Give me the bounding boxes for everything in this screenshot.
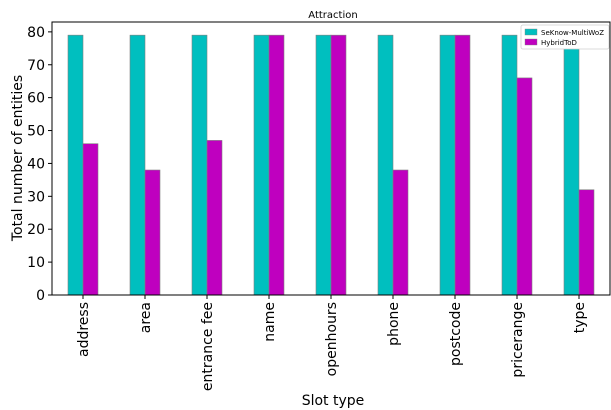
bar-pricerange-series-1 [501,34,518,296]
bar-postcode-series-1 [439,34,456,296]
y-tick-label: 40 [27,156,45,172]
x-tick-label: address [76,302,92,357]
x-tick-label: name [262,302,278,342]
legend-label: SeKnow-MultiWoZ [541,29,604,37]
y-tick-label: 60 [27,91,45,107]
bar-postcode-series-2 [454,34,471,296]
x-tick-label: type [572,302,588,333]
y-tick-label: 30 [27,189,45,205]
legend-label: HybridToD [541,39,577,47]
bar-entrance-fee-series-2 [206,140,223,296]
x-axis: address area entrance fee name openhours phon… [76,295,588,391]
x-tick-label: pricerange [510,302,526,378]
bar-name-series-2 [268,34,285,296]
x-tick-label: area [138,302,154,333]
bar-pricerange-series-2 [516,77,533,296]
bar-address-series-2 [82,143,99,296]
bar-name-series-1 [253,34,270,296]
x-axis-label: Slot type [302,393,365,409]
y-tick-label: 50 [27,124,45,140]
bar-openhours-series-2 [330,34,347,296]
bar-address-series-1 [67,34,84,296]
y-axis: 0 10 20 30 40 50 60 70 80 [27,25,52,304]
chart-title: Attraction [308,10,357,21]
bar-entrance-fee-series-1 [191,34,208,296]
bar-type-series-1 [563,34,580,296]
legend-swatch [524,28,538,36]
legend: SeKnow-MultiWoZ HybridToD [520,24,610,50]
y-tick-label: 10 [27,255,45,271]
legend-swatch [524,38,538,46]
bar-phone-series-2 [392,169,409,296]
bar-area-series-1 [129,34,146,296]
bar-area-series-2 [144,169,161,296]
y-axis-label: Total number of entities [10,75,26,242]
y-tick-label: 70 [27,58,45,74]
x-tick-label: entrance fee [200,302,216,391]
bar-type-series-2 [578,189,595,296]
bars-group [67,34,595,296]
y-tick-label: 80 [27,25,45,41]
x-tick-label: postcode [448,302,464,366]
x-tick-label: phone [386,302,402,346]
y-tick-label: 20 [27,222,45,238]
legend-box [520,24,610,50]
bar-openhours-series-1 [315,34,332,296]
plot-frame [51,21,611,296]
x-tick-label: openhours [324,302,340,376]
bar-phone-series-1 [377,34,394,296]
y-tick-label: 0 [36,288,45,304]
